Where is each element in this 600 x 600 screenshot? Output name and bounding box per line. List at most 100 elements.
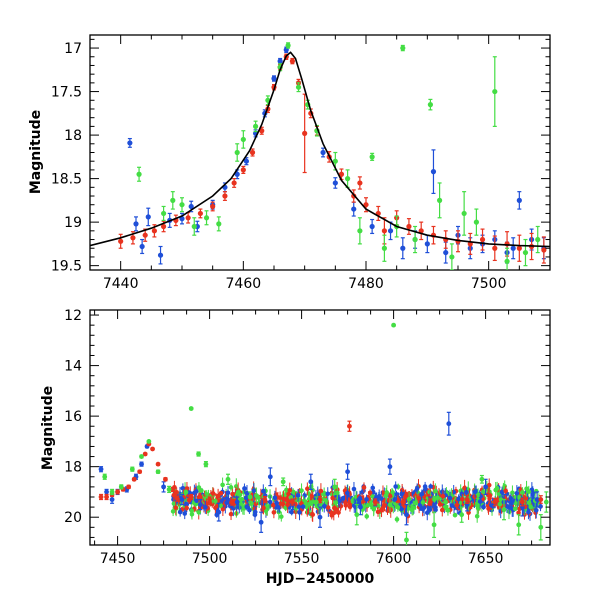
lower-panel-data-layer xyxy=(98,322,549,545)
data-point-red xyxy=(240,165,246,174)
data-point-red xyxy=(137,469,143,475)
data-point-green xyxy=(280,477,286,487)
y-tick-label: 17 xyxy=(64,41,82,57)
band-point xyxy=(345,490,350,496)
y-tick-label: 17.5 xyxy=(51,85,82,101)
band-point xyxy=(472,494,477,500)
band-point xyxy=(280,501,286,507)
band-point xyxy=(247,507,252,513)
data-point-green xyxy=(404,531,409,545)
data-point-red xyxy=(541,236,547,264)
band-point xyxy=(454,502,460,508)
band-point xyxy=(499,489,505,495)
band-point xyxy=(336,510,341,515)
model-fit-curve xyxy=(90,51,550,248)
lower-panel-full-light-curve: 7450 7500 7550 7600 7650 12 14 16 18 20 Magnitude… xyxy=(40,308,551,587)
data-point-red xyxy=(163,476,168,482)
band-point xyxy=(194,498,199,504)
data-point-green xyxy=(412,225,418,254)
band-point xyxy=(325,491,331,497)
band-point xyxy=(271,510,277,515)
band-point xyxy=(526,500,532,506)
data-point-blue xyxy=(308,473,314,491)
data-point-red xyxy=(210,201,216,212)
data-point-green xyxy=(504,247,510,270)
band-point xyxy=(486,506,491,511)
band-point xyxy=(310,512,316,517)
data-point-green xyxy=(538,514,544,541)
data-point-green xyxy=(285,42,291,49)
band-point xyxy=(303,500,308,505)
band-point xyxy=(406,496,412,502)
band-point xyxy=(435,495,440,501)
band-point xyxy=(189,511,195,517)
band-point xyxy=(183,489,189,495)
data-point-blue xyxy=(369,218,375,235)
data-point-red xyxy=(142,228,148,242)
data-point-green xyxy=(203,210,210,226)
data-point-red xyxy=(492,497,498,507)
band-point xyxy=(364,514,370,519)
data-point-red xyxy=(207,496,213,503)
lower-panel-frame xyxy=(89,309,551,546)
data-point-green xyxy=(354,503,360,526)
band-point xyxy=(253,501,259,507)
data-point-green xyxy=(449,243,455,270)
data-point-red xyxy=(492,235,498,262)
band-point xyxy=(503,488,508,494)
data-point-blue xyxy=(98,466,104,473)
data-point-green xyxy=(155,469,161,475)
data-point-blue xyxy=(387,458,393,475)
band-point xyxy=(224,500,229,506)
data-point-green xyxy=(146,438,152,444)
y-tick-label: 14 xyxy=(64,359,82,375)
data-point-blue xyxy=(139,238,145,255)
lower-panel-ticks: 7450 7500 7550 7600 7650 12 14 16 18 20 xyxy=(64,308,550,567)
band-point xyxy=(276,509,282,515)
band-point xyxy=(504,503,510,509)
band-point xyxy=(528,504,534,510)
data-point-red xyxy=(406,218,412,235)
band-point xyxy=(351,486,357,492)
band-point xyxy=(333,500,339,506)
lower-y-axis-label: Magnitude xyxy=(40,386,56,470)
band-point xyxy=(424,510,430,516)
data-point-red xyxy=(400,498,406,506)
band-point xyxy=(419,491,425,497)
band-point xyxy=(371,505,376,511)
data-point-red xyxy=(338,168,345,181)
band-point xyxy=(196,509,202,515)
band-point xyxy=(196,485,202,490)
y-tick-label: 12 xyxy=(64,308,82,324)
data-point-green xyxy=(431,511,437,539)
band-point xyxy=(285,502,290,508)
band-point xyxy=(370,485,376,491)
data-point-blue xyxy=(483,478,488,496)
data-point-green xyxy=(369,152,375,161)
data-point-green xyxy=(357,217,363,245)
band-point xyxy=(456,496,461,502)
band-point xyxy=(299,488,304,493)
band-point xyxy=(437,502,443,507)
data-point-green xyxy=(129,466,135,472)
data-point-red xyxy=(98,493,104,501)
band-point xyxy=(494,485,500,491)
band-point xyxy=(370,493,376,499)
data-point-red xyxy=(428,498,433,506)
band-point xyxy=(382,502,387,508)
data-point-red xyxy=(115,489,120,495)
band-point xyxy=(414,486,420,491)
x-tick-label: 7450 xyxy=(100,551,136,567)
data-point-red xyxy=(262,495,268,504)
x-tick-label: 7500 xyxy=(192,551,228,567)
band-point xyxy=(481,504,486,510)
band-point xyxy=(472,489,478,494)
data-point-red xyxy=(170,486,176,493)
band-point xyxy=(177,509,183,515)
band-point xyxy=(516,494,522,500)
y-tick-label: 16 xyxy=(64,409,82,425)
data-point-green xyxy=(118,484,124,490)
data-point-green xyxy=(196,451,201,457)
band-point xyxy=(321,504,327,509)
